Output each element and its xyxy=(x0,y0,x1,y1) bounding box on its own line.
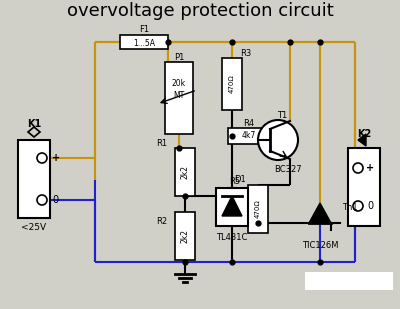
Text: 470Ω: 470Ω xyxy=(255,200,261,218)
Text: +: + xyxy=(52,153,60,163)
Text: K1: K1 xyxy=(27,119,41,129)
Text: 1...5A: 1...5A xyxy=(133,39,155,48)
Bar xyxy=(248,185,268,233)
Text: R5: R5 xyxy=(229,176,240,185)
Text: TL431C: TL431C xyxy=(216,232,248,242)
Bar xyxy=(216,188,248,226)
Text: 0: 0 xyxy=(52,195,58,205)
Text: MT: MT xyxy=(173,91,185,99)
Circle shape xyxy=(258,120,298,160)
Bar xyxy=(228,128,270,144)
Text: F1: F1 xyxy=(139,26,149,35)
Text: K2: K2 xyxy=(357,129,371,139)
Text: 20k: 20k xyxy=(172,79,186,88)
Text: R4: R4 xyxy=(244,120,254,129)
Polygon shape xyxy=(358,134,366,146)
Bar xyxy=(18,140,50,218)
Text: D1: D1 xyxy=(234,176,246,184)
Bar xyxy=(120,35,168,49)
Text: 470Ω: 470Ω xyxy=(229,75,235,93)
Circle shape xyxy=(353,163,363,173)
Bar xyxy=(348,148,380,226)
Text: R3: R3 xyxy=(240,49,252,58)
Text: T1: T1 xyxy=(277,112,287,121)
Text: 2k2: 2k2 xyxy=(180,229,190,243)
Polygon shape xyxy=(222,196,242,216)
Bar xyxy=(175,212,195,260)
Text: R1: R1 xyxy=(156,139,167,149)
Text: R2: R2 xyxy=(156,218,167,226)
Text: Th1: Th1 xyxy=(342,202,358,211)
Circle shape xyxy=(353,201,363,211)
Text: P1: P1 xyxy=(174,53,184,61)
Circle shape xyxy=(37,153,47,163)
Text: overvoltage protection circuit: overvoltage protection circuit xyxy=(67,2,333,20)
Text: 4k7: 4k7 xyxy=(242,132,256,141)
Text: <25V: <25V xyxy=(22,223,46,232)
Bar xyxy=(165,62,193,134)
Text: TIC126M: TIC126M xyxy=(302,240,338,249)
Text: 0: 0 xyxy=(367,201,373,211)
Circle shape xyxy=(37,195,47,205)
Text: BC327: BC327 xyxy=(274,166,302,175)
Bar xyxy=(222,58,242,110)
Bar xyxy=(175,148,195,196)
Bar xyxy=(305,272,393,290)
Text: +: + xyxy=(366,163,374,173)
Polygon shape xyxy=(309,203,331,223)
Text: 2k2: 2k2 xyxy=(180,165,190,179)
